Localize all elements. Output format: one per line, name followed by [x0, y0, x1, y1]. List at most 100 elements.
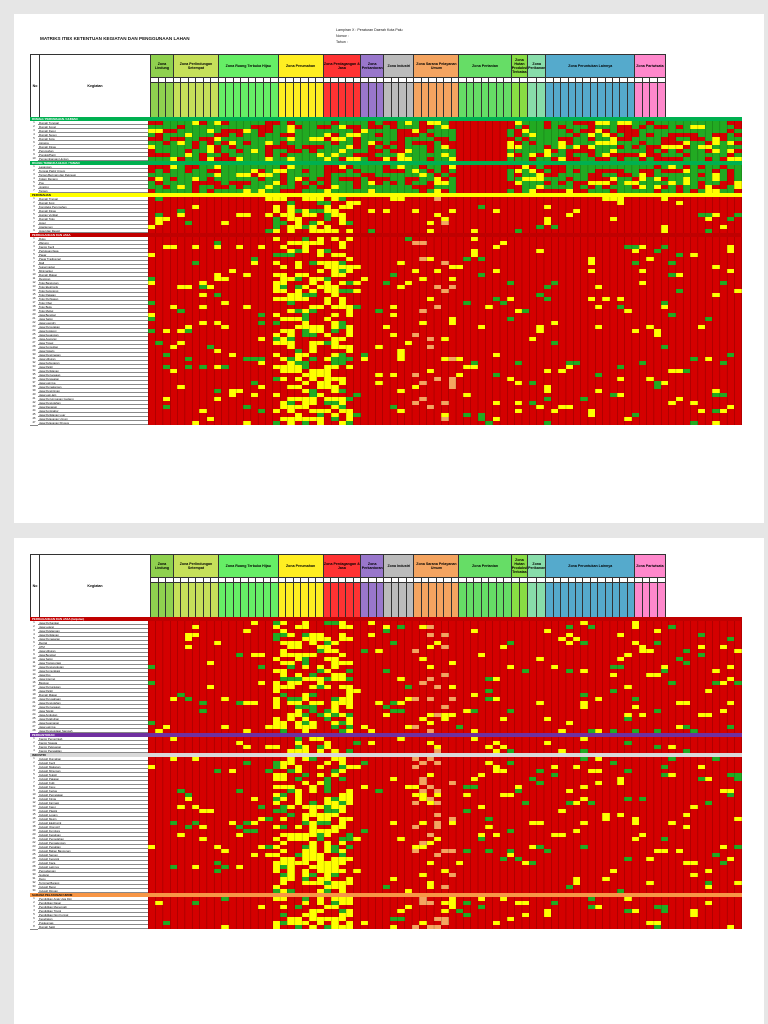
permission-cell [448, 781, 456, 785]
permission-cell [521, 861, 530, 865]
permission-cell [309, 841, 317, 845]
permission-cell [353, 837, 361, 841]
permission-cell [301, 657, 310, 661]
permission-cell [331, 809, 339, 813]
permission-cell [653, 385, 662, 389]
permission-cell [426, 713, 434, 717]
permission-cell [316, 877, 324, 881]
permission-cell [595, 165, 603, 169]
permission-cell [309, 845, 317, 849]
permission-cell [301, 705, 310, 709]
permission-cell [301, 873, 310, 877]
permission-cell [213, 845, 222, 849]
permission-cell [301, 129, 310, 133]
permission-cell [309, 909, 317, 913]
permission-cell [404, 149, 412, 153]
permission-cell [287, 229, 295, 233]
subzone-name-cell [495, 82, 505, 118]
permission-cell [301, 329, 310, 333]
permission-cell [272, 669, 280, 673]
permission-cell [705, 185, 713, 189]
activity-label: Jasa Pengiriman [38, 389, 148, 393]
permission-cell [279, 121, 288, 125]
permission-cell [338, 809, 346, 813]
activity-label: Industri Farmasi [38, 801, 148, 805]
permission-cell [272, 289, 280, 293]
permission-cell [294, 713, 302, 717]
permission-cell [309, 397, 317, 401]
permission-cell [155, 197, 163, 201]
permission-cell [323, 917, 332, 921]
permission-cell [309, 833, 317, 837]
permission-cell [426, 221, 434, 225]
permission-cell [433, 685, 442, 689]
subzone-name-cell [315, 582, 324, 618]
permission-cell [345, 189, 354, 193]
activity-label: Jasa Notaris [38, 349, 148, 353]
permission-cell [375, 701, 383, 705]
permission-cell [287, 397, 295, 401]
permission-cell [448, 697, 456, 701]
permission-cell [301, 913, 310, 917]
permission-cell [617, 781, 625, 785]
permission-cell [309, 925, 317, 929]
permission-cell [323, 821, 332, 825]
permission-cell [375, 373, 383, 377]
permission-cell [411, 757, 420, 761]
permission-cell [338, 897, 346, 901]
permission-cell [360, 165, 368, 169]
permission-cell [426, 925, 434, 929]
permission-cell [551, 765, 559, 769]
permission-cell [712, 265, 720, 269]
permission-cell [426, 801, 434, 805]
permission-cell [184, 177, 192, 181]
permission-cell [287, 757, 295, 761]
permission-cell [521, 133, 530, 137]
permission-cell [213, 273, 222, 277]
permission-cell [558, 157, 566, 161]
permission-cell [331, 805, 339, 809]
permission-cell [433, 213, 442, 217]
subzone-name-cell [247, 82, 257, 118]
permission-cell [668, 145, 676, 149]
zone-header: Zona Perikanan [527, 54, 547, 78]
permission-cell [727, 145, 735, 149]
permission-cell [411, 173, 420, 177]
permission-cell [338, 133, 346, 137]
permission-cell [323, 781, 332, 785]
permission-cell [294, 405, 302, 409]
subzone-name-cell [157, 582, 167, 618]
permission-cell [316, 149, 324, 153]
permission-cell [169, 169, 178, 173]
permission-cell [301, 697, 310, 701]
subzone-name-cell [240, 582, 249, 618]
permission-cell [587, 181, 596, 185]
permission-cell [411, 149, 420, 153]
permission-cell [719, 281, 728, 285]
activity-label: Bioskop [38, 681, 148, 685]
permission-cell [148, 845, 156, 849]
activity-label: Jasa Pengelolaan Sampah [38, 729, 148, 733]
permission-cell [492, 373, 500, 377]
subzone-name-cell [375, 582, 385, 618]
activity-label: Jasa Salon [38, 317, 148, 321]
permission-cell [653, 641, 662, 645]
permission-cell [419, 841, 427, 845]
section-header-row: PERDAGANGAN DAN JASA [30, 233, 742, 237]
permission-cell [631, 621, 640, 625]
permission-cell [323, 641, 332, 645]
permission-cell [213, 129, 222, 133]
permission-cell [433, 801, 442, 805]
permission-cell [360, 141, 368, 145]
permission-cell [609, 125, 618, 129]
permission-cell [653, 849, 662, 853]
permission-cell [411, 333, 420, 337]
subzone-name-cell [262, 82, 272, 118]
permission-cell [331, 757, 339, 761]
activity-label: Jasa Lelang [38, 625, 148, 629]
permission-cell [565, 169, 574, 173]
permission-cell [411, 121, 420, 125]
permission-cell [595, 181, 603, 185]
subzone-name-cell [560, 82, 569, 118]
zone-header: Zona Pertanian [458, 54, 512, 78]
